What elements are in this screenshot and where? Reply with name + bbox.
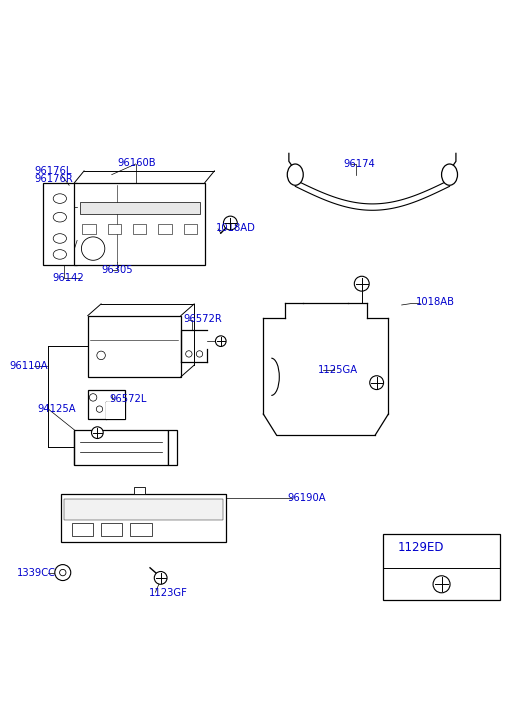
Circle shape	[96, 406, 103, 412]
Bar	[133, 224, 146, 234]
Bar	[61, 494, 226, 542]
Circle shape	[97, 351, 105, 360]
Circle shape	[55, 565, 71, 581]
Text: 96142: 96142	[52, 273, 84, 284]
Text: 1129ED: 1129ED	[398, 541, 444, 553]
Ellipse shape	[53, 194, 66, 204]
Bar	[383, 534, 500, 601]
Circle shape	[186, 350, 192, 357]
Bar	[130, 523, 152, 537]
Bar	[106, 402, 125, 419]
Circle shape	[370, 376, 384, 390]
Bar	[101, 523, 122, 537]
Ellipse shape	[442, 164, 458, 185]
Text: 1018AB: 1018AB	[416, 297, 455, 308]
Circle shape	[92, 427, 103, 438]
Bar	[72, 523, 93, 537]
Bar	[107, 224, 121, 234]
Bar	[80, 202, 200, 214]
Circle shape	[60, 569, 66, 576]
Circle shape	[223, 216, 237, 230]
Ellipse shape	[53, 249, 66, 260]
Text: 1125GA: 1125GA	[318, 365, 358, 375]
Ellipse shape	[287, 164, 303, 185]
Text: 1123GF: 1123GF	[149, 588, 188, 598]
Bar	[82, 224, 96, 234]
Text: 1339CC: 1339CC	[17, 568, 56, 577]
Bar	[43, 182, 77, 265]
Text: 96176R: 96176R	[35, 174, 73, 184]
Text: 1018AD: 1018AD	[215, 223, 255, 233]
Circle shape	[354, 276, 369, 291]
Bar	[168, 430, 177, 465]
Circle shape	[81, 237, 105, 260]
Bar	[159, 224, 171, 234]
Bar	[88, 316, 181, 377]
Ellipse shape	[53, 212, 66, 222]
Circle shape	[215, 336, 226, 347]
Text: 96190A: 96190A	[287, 493, 326, 502]
Circle shape	[433, 576, 450, 593]
Bar	[74, 430, 168, 465]
Text: 96110A: 96110A	[10, 361, 48, 371]
Text: 96160B: 96160B	[117, 158, 156, 168]
Text: 94125A: 94125A	[37, 403, 76, 414]
Text: 96176L: 96176L	[35, 166, 72, 176]
Text: 96572R: 96572R	[184, 314, 222, 324]
Bar	[64, 499, 223, 521]
Bar	[74, 182, 205, 265]
Text: 96572L: 96572L	[109, 394, 146, 404]
Circle shape	[154, 571, 167, 585]
Circle shape	[89, 394, 97, 401]
Bar	[134, 488, 145, 494]
Bar	[88, 390, 125, 419]
Text: 96174: 96174	[343, 159, 375, 169]
Text: 96305: 96305	[101, 265, 132, 275]
Circle shape	[196, 350, 203, 357]
Ellipse shape	[53, 233, 66, 244]
Bar	[184, 224, 197, 234]
